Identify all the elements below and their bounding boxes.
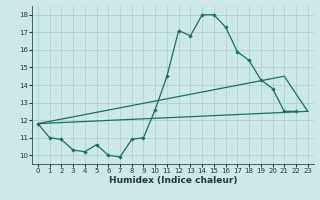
X-axis label: Humidex (Indice chaleur): Humidex (Indice chaleur)	[108, 176, 237, 185]
